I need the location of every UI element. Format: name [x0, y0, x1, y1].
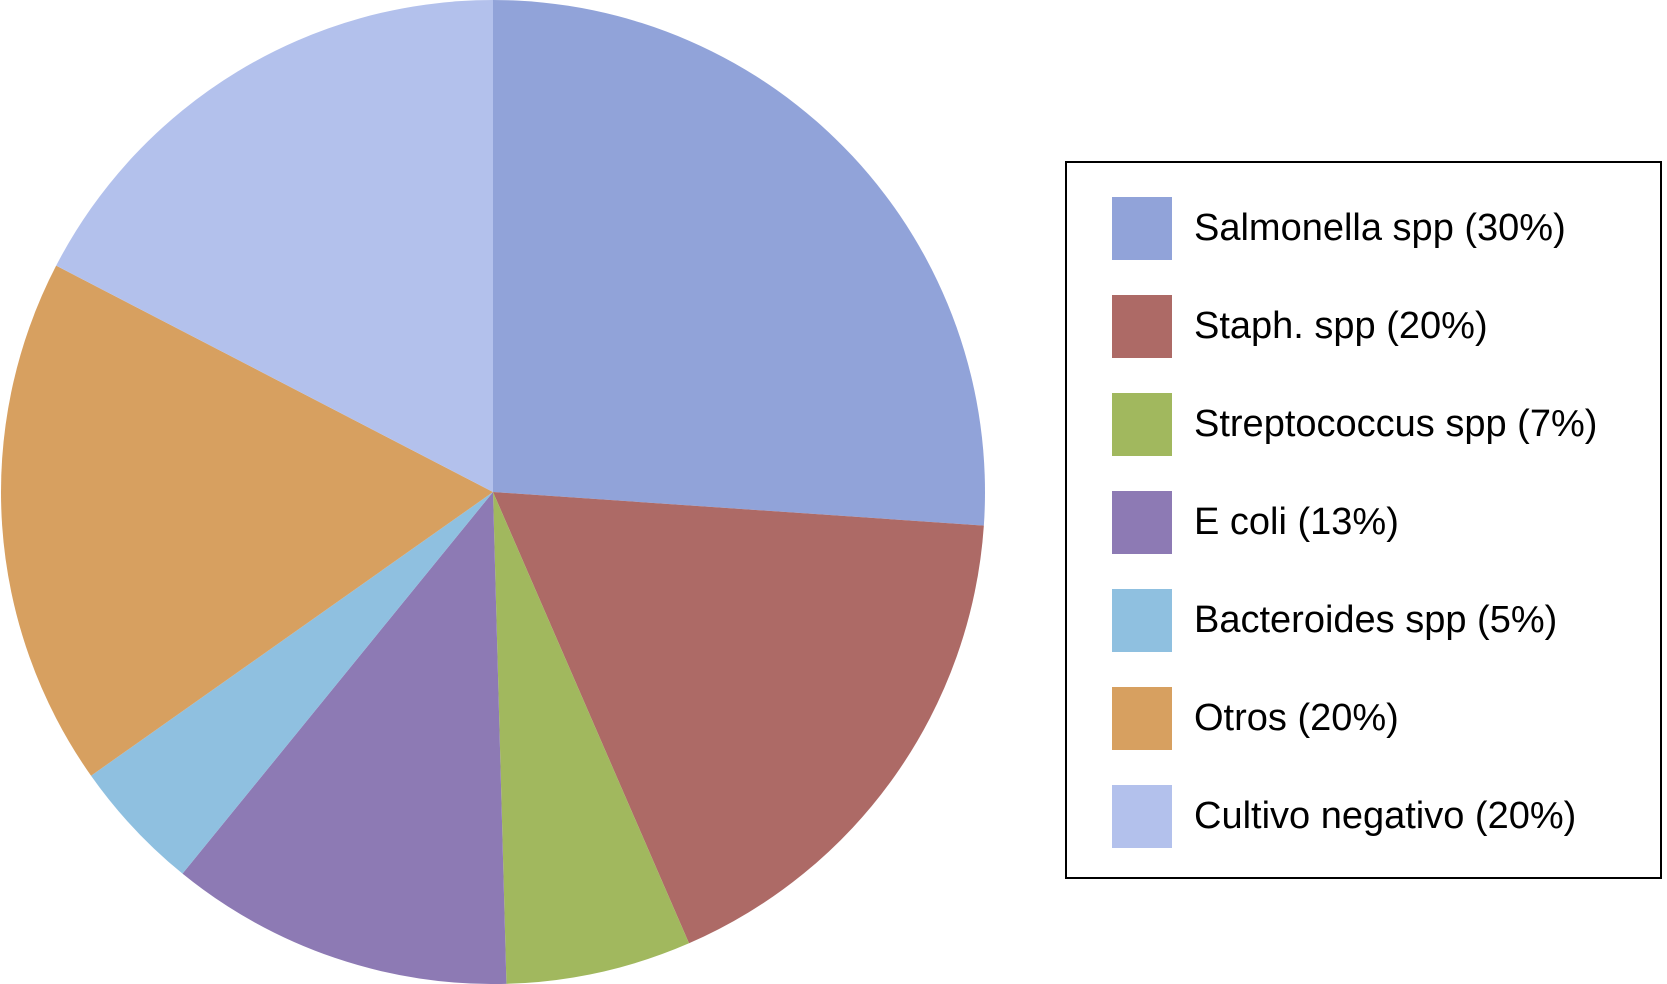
legend-item-otros: Otros (20%) [1112, 686, 1399, 750]
pie-slice-4 [91, 492, 494, 874]
legend-item-salmonella: Salmonella spp (30%) [1112, 196, 1566, 260]
legend-label-otros: Otros (20%) [1194, 697, 1399, 739]
legend-swatch-cultivo-negativo [1112, 784, 1172, 848]
legend-swatch-bacteroides [1112, 588, 1172, 652]
legend-item-staph: Staph. spp (20%) [1112, 294, 1488, 358]
pie-slice-2 [493, 492, 690, 984]
legend-swatch-salmonella [1112, 196, 1172, 260]
legend-label-salmonella: Salmonella spp (30%) [1194, 207, 1566, 249]
pie-slice-3 [182, 492, 507, 984]
legend-swatch-otros [1112, 686, 1172, 750]
legend-swatch-streptococcus [1112, 392, 1172, 456]
legend-item-streptococcus: Streptococcus spp (7%) [1112, 392, 1597, 456]
legend-label-bacteroides: Bacteroides spp (5%) [1194, 599, 1558, 641]
legend-label-staph: Staph. spp (20%) [1194, 305, 1488, 347]
pie-slices [0, 0, 985, 984]
pie-slice-0 [493, 0, 985, 526]
legend-label-streptococcus: Streptococcus spp (7%) [1194, 403, 1598, 445]
legend-label-e-coli: E coli (13%) [1194, 501, 1399, 543]
chart-legend: Salmonella spp (30%) Staph. spp (20%) St… [1065, 161, 1662, 879]
legend-item-e-coli: E coli (13%) [1112, 490, 1399, 554]
pie-slice-1 [493, 492, 984, 944]
pie-slice-5 [0, 265, 493, 776]
legend-item-cultivo-negativo: Cultivo negativo (20%) [1112, 784, 1576, 848]
legend-label-cultivo-negativo: Cultivo negativo (20%) [1194, 795, 1577, 837]
pie-slice-6 [56, 0, 493, 492]
legend-item-bacteroides: Bacteroides spp (5%) [1112, 588, 1557, 652]
legend-swatch-staph [1112, 294, 1172, 358]
legend-swatch-e-coli [1112, 490, 1172, 554]
